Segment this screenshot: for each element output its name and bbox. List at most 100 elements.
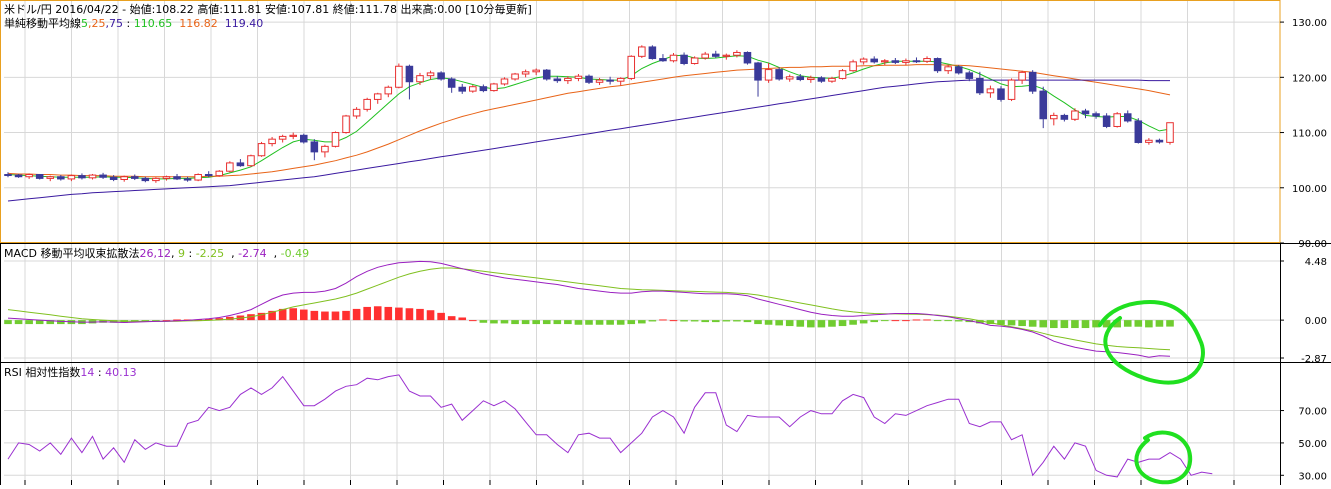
- macd-histogram-bar: [1071, 320, 1079, 329]
- candle-body-down: [1134, 120, 1143, 143]
- candle-body-up: [268, 138, 276, 145]
- macd-histogram-bar: [1039, 320, 1048, 328]
- candle-body-up: [1007, 79, 1016, 100]
- candle: [627, 55, 636, 81]
- candle: [152, 177, 160, 183]
- macd-histogram-bar: [891, 320, 900, 322]
- candle: [1039, 86, 1048, 129]
- candle-body-down: [743, 51, 752, 64]
- macd-histogram-bar: [289, 308, 298, 321]
- macd-histogram-bar: [1049, 320, 1058, 329]
- macd-histogram-bar: [468, 320, 477, 322]
- annotation-circle-macd: [1098, 299, 1205, 385]
- candle-body-up: [373, 93, 382, 100]
- macd-histogram-bar: [1060, 320, 1069, 329]
- candle-body-down: [1039, 90, 1048, 120]
- macd-histogram-bar: [162, 320, 171, 322]
- macd-histogram-bar: [564, 320, 572, 325]
- candle-body-up: [289, 134, 297, 137]
- candle-body-down: [405, 65, 414, 83]
- rsi-legend: RSI 相対性指数14 : 40.13: [4, 366, 137, 379]
- macd-histogram-bar: [553, 320, 562, 325]
- macd-histogram-bar: [331, 311, 340, 321]
- macd-histogram-bar: [226, 316, 234, 321]
- macd-histogram-bar: [373, 306, 382, 321]
- macd-histogram-bar: [638, 320, 646, 324]
- header-date: 2016/04/22: [55, 3, 119, 16]
- candle: [162, 175, 171, 181]
- macd-histogram-bar: [574, 320, 583, 325]
- macd-histogram-bar: [321, 311, 329, 321]
- macd-histogram-bar: [1007, 320, 1016, 326]
- candle-body-down: [976, 77, 984, 94]
- candle: [733, 50, 741, 58]
- candle-body-up: [321, 145, 329, 153]
- candle-body-down: [99, 174, 107, 178]
- candle-body-up: [352, 108, 361, 117]
- macd-v1: -2.25: [195, 247, 225, 260]
- candle: [300, 133, 308, 144]
- candle-body-down: [1081, 110, 1090, 115]
- macd-histogram-bar: [912, 319, 921, 321]
- candle-body-up: [25, 174, 33, 178]
- candle: [268, 136, 276, 147]
- candle-body-up: [500, 78, 509, 85]
- macd-histogram-bar: [25, 320, 33, 325]
- candle-body-down: [1102, 115, 1111, 127]
- candle: [817, 76, 826, 83]
- candle-body-up: [807, 77, 815, 81]
- macd-histogram-bar: [838, 320, 847, 327]
- candle: [986, 85, 995, 98]
- candle-body-down: [479, 86, 488, 92]
- candle: [342, 114, 350, 134]
- candle-body-up: [278, 135, 287, 140]
- candle: [838, 69, 847, 80]
- macd-line: [7, 260, 1171, 358]
- candle-body-up: [785, 76, 794, 80]
- candle-body-up: [226, 162, 234, 172]
- candle: [109, 175, 118, 182]
- candle-body-down: [310, 141, 319, 153]
- macd-legend-label: MACD 移動平均収束拡散法: [4, 247, 140, 260]
- candle: [764, 62, 773, 83]
- candle: [373, 92, 382, 104]
- candle-body-up: [521, 71, 530, 75]
- macd-histogram-bar: [1155, 320, 1164, 327]
- macd-histogram-bar: [933, 320, 942, 322]
- candle: [1092, 111, 1100, 119]
- candle: [490, 82, 498, 92]
- macd-histogram-bar: [659, 319, 667, 321]
- macd-histogram-bar: [416, 308, 424, 321]
- candle: [458, 83, 467, 94]
- candle-body-up: [426, 72, 435, 77]
- price-tick-label: 130.00: [1292, 18, 1327, 29]
- candle-body-down: [14, 174, 23, 178]
- macd-histogram-bar: [764, 320, 773, 325]
- candle: [521, 69, 530, 78]
- candle-body-down: [711, 53, 720, 57]
- macd-histogram-bar: [1102, 320, 1111, 328]
- macd-histogram-bar: [490, 320, 498, 324]
- macd-histogram-bar: [1134, 320, 1143, 327]
- sma5-period: 5: [81, 17, 88, 30]
- sma5-line: [7, 54, 1171, 180]
- macd-p1: 26: [139, 247, 154, 260]
- candle: [743, 51, 752, 65]
- macd-histogram-bar: [722, 320, 731, 322]
- candle: [881, 59, 889, 66]
- macd-histogram-bar: [352, 308, 361, 321]
- candle: [902, 58, 910, 66]
- candle-body-up: [67, 175, 76, 180]
- rsi-period: 14: [80, 366, 95, 379]
- candle-body-up: [395, 65, 403, 88]
- candle-body-down: [173, 176, 181, 180]
- candle-body-down: [912, 60, 921, 63]
- candle: [701, 51, 709, 60]
- candle-body-down: [648, 46, 657, 60]
- candle-body-up: [701, 53, 709, 59]
- price-tick-label: 100.00: [1292, 184, 1327, 195]
- macd-histogram-bar: [1018, 320, 1026, 327]
- candle: [141, 176, 150, 183]
- macd-legend: MACD 移動平均収束拡散法26,12, 9 : -2.25 , -2.74 ,…: [4, 247, 310, 260]
